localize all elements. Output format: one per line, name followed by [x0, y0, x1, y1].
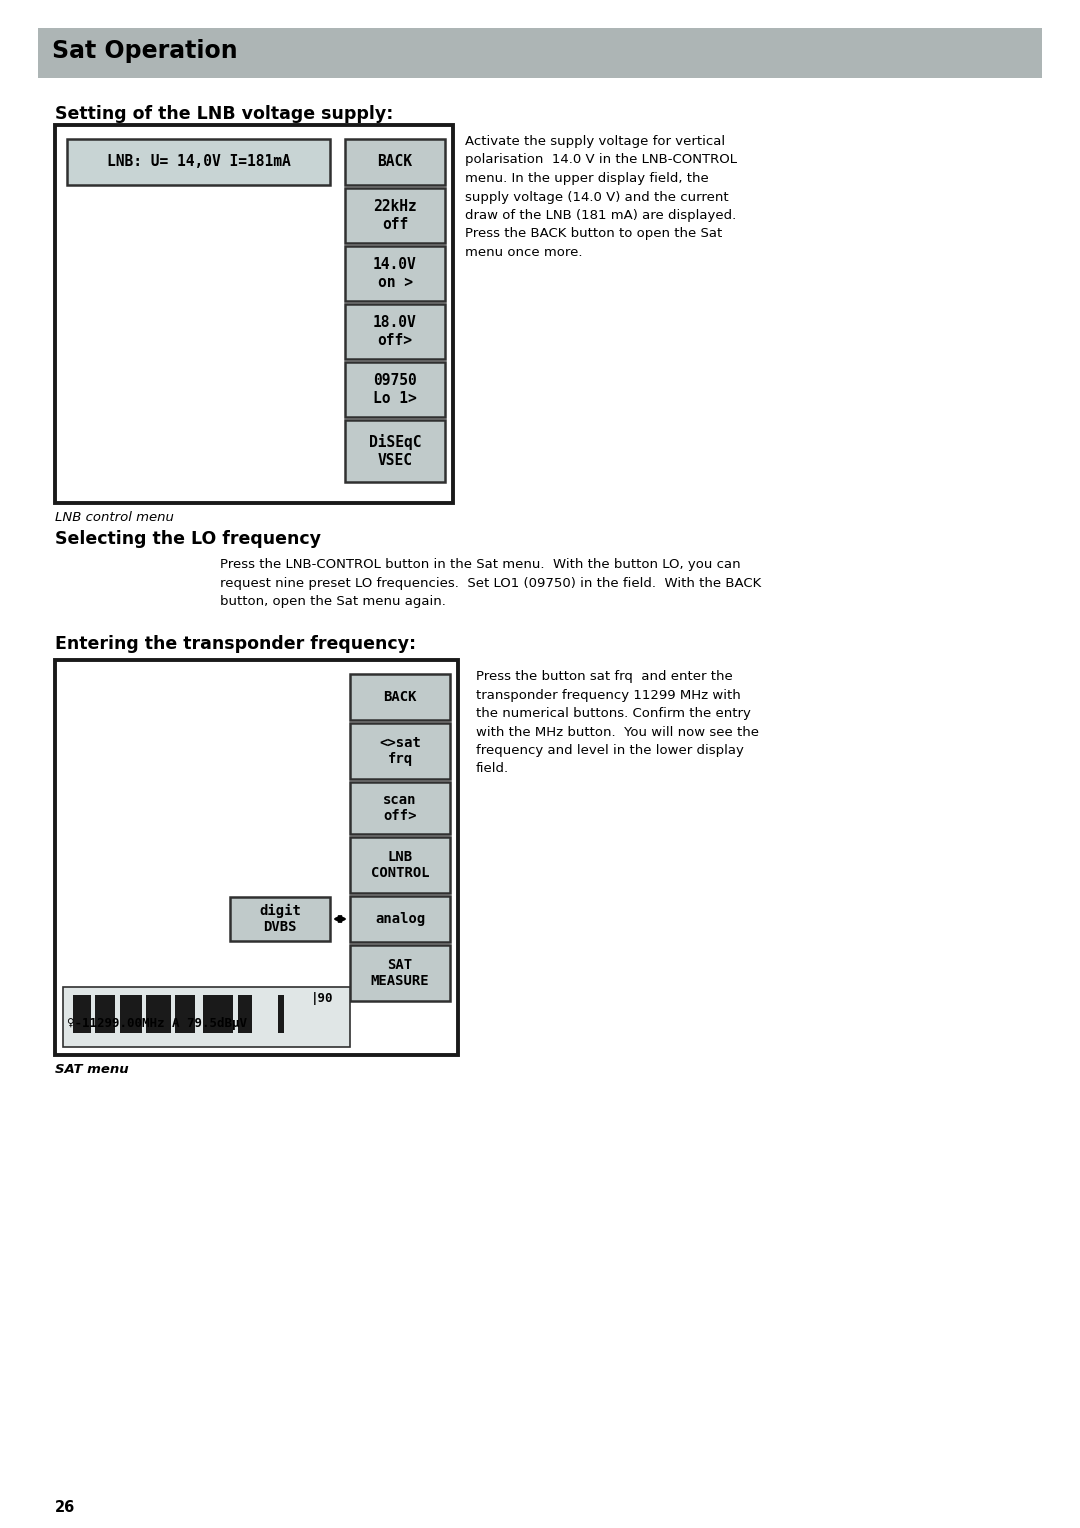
Bar [55, 125, 453, 503]
Text: DiSEqC
VSEC: DiSEqC VSEC [368, 434, 421, 468]
Bar [345, 304, 445, 359]
Text: Selecting the LO frequency: Selecting the LO frequency [55, 530, 321, 549]
Text: SAT menu: SAT menu [55, 1063, 129, 1076]
Bar [230, 897, 330, 941]
Bar [345, 188, 445, 243]
Bar [238, 995, 252, 1033]
Bar [350, 944, 450, 1001]
Bar [38, 28, 1042, 78]
Text: LNB control menu: LNB control menu [55, 510, 174, 524]
Bar [345, 362, 445, 417]
Bar [95, 995, 114, 1033]
Text: SAT
MEASURE: SAT MEASURE [370, 958, 430, 989]
Text: Activate the supply voltage for vertical
polarisation  14.0 V in the LNB-CONTROL: Activate the supply voltage for vertical… [465, 134, 737, 260]
Text: Sat Operation: Sat Operation [52, 40, 238, 63]
Text: scan
off>: scan off> [383, 793, 417, 824]
Bar [67, 139, 330, 185]
Text: Press the button sat frq  and enter the
transponder frequency 11299 MHz with
the: Press the button sat frq and enter the t… [476, 669, 759, 776]
Text: 14.0V
on >: 14.0V on > [373, 257, 417, 290]
Text: Press the LNB-CONTROL button in the Sat menu.  With the button LO, you can
reque: Press the LNB-CONTROL button in the Sat … [220, 558, 761, 608]
Text: 18.0V
off>: 18.0V off> [373, 315, 417, 348]
Text: BACK: BACK [383, 691, 417, 704]
Bar [350, 782, 450, 834]
Bar [345, 246, 445, 301]
Text: 26: 26 [55, 1500, 76, 1514]
Bar [63, 987, 350, 1047]
Text: analog: analog [375, 912, 426, 926]
Bar [350, 895, 450, 941]
Text: LNB: U= 14,0V I=181mA: LNB: U= 14,0V I=181mA [107, 154, 291, 170]
Bar [350, 723, 450, 779]
Bar [146, 995, 171, 1033]
Text: LNB
CONTROL: LNB CONTROL [370, 850, 430, 880]
Bar [203, 995, 233, 1033]
Text: BACK: BACK [378, 154, 413, 170]
Text: Entering the transponder frequency:: Entering the transponder frequency: [55, 636, 416, 652]
Bar [120, 995, 141, 1033]
Text: <>sat
frq: <>sat frq [379, 735, 421, 767]
Text: 09750
Lo 1>: 09750 Lo 1> [373, 373, 417, 406]
Bar [73, 995, 91, 1033]
Text: digit
DVBS: digit DVBS [259, 903, 301, 935]
Bar [175, 995, 195, 1033]
Bar [345, 420, 445, 481]
Bar [350, 674, 450, 720]
Bar [345, 139, 445, 185]
Text: Setting of the LNB voltage supply:: Setting of the LNB voltage supply: [55, 105, 393, 122]
Text: 22kHz
off: 22kHz off [373, 199, 417, 232]
Text: |90: |90 [311, 992, 334, 1005]
Bar [55, 660, 458, 1054]
Text: ♀-11299.00MHz A 79.5dBµV: ♀-11299.00MHz A 79.5dBµV [67, 1018, 247, 1030]
Bar [350, 837, 450, 892]
Bar [278, 995, 284, 1033]
